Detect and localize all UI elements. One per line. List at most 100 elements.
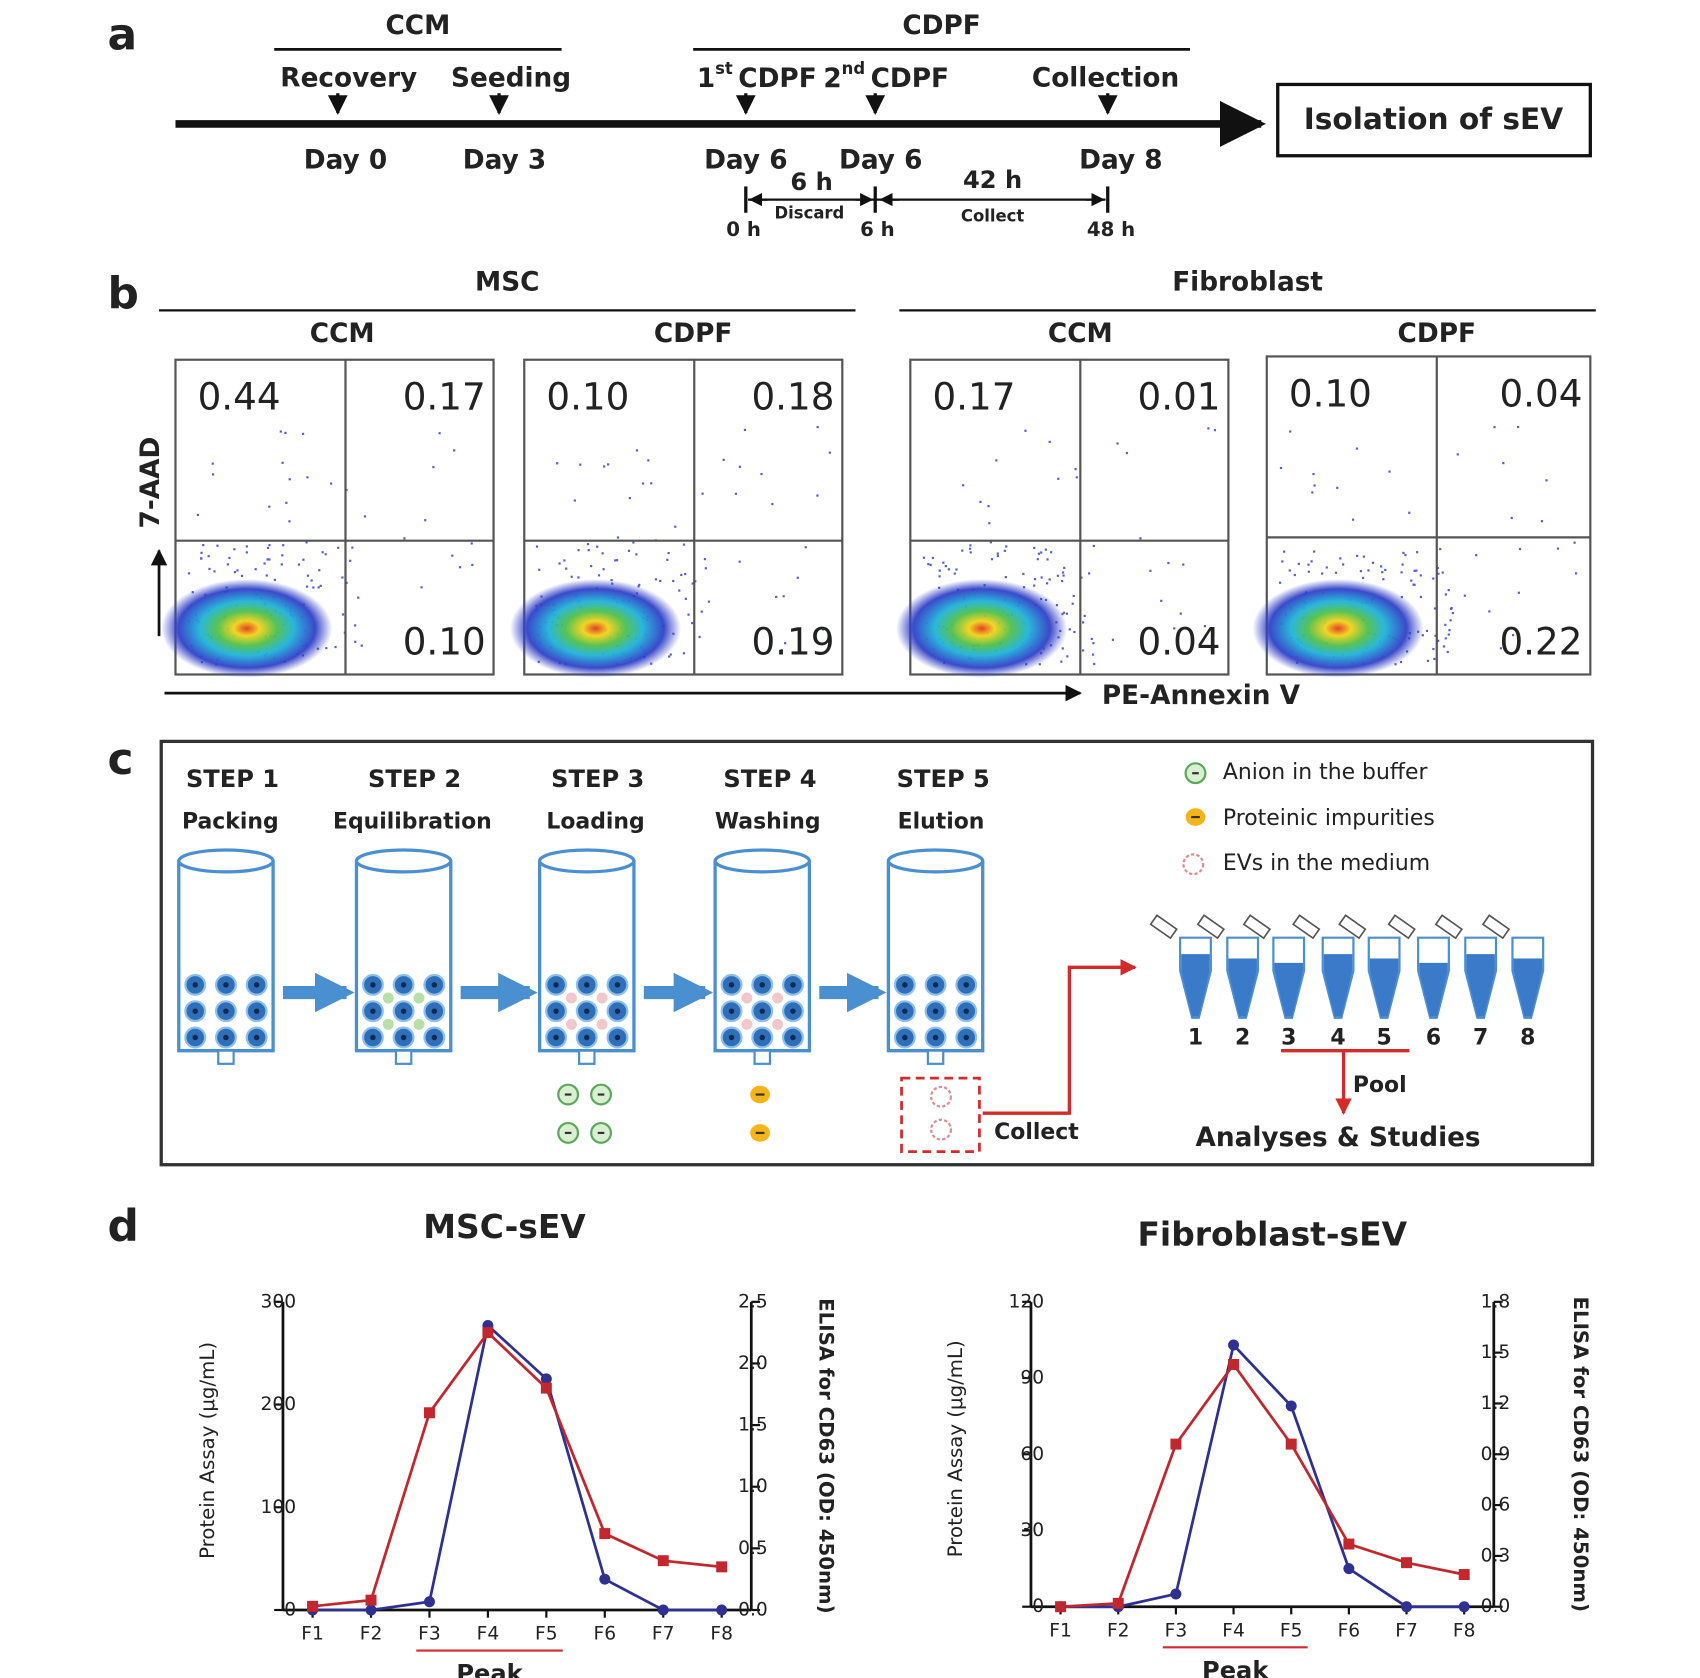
event-dot bbox=[1313, 550, 1316, 553]
bead-core bbox=[253, 1008, 260, 1014]
tube-lid bbox=[1481, 914, 1511, 940]
event-dot bbox=[312, 586, 315, 589]
bound-particle bbox=[565, 1018, 577, 1030]
tick-label: 1.5 bbox=[1481, 1342, 1511, 1363]
tube-lid bbox=[1338, 914, 1367, 940]
event-dot bbox=[1074, 467, 1077, 471]
event-dot bbox=[1382, 578, 1385, 581]
bead-core bbox=[553, 982, 559, 988]
data-point bbox=[1228, 1359, 1240, 1370]
event-dot bbox=[233, 571, 237, 574]
bead-core bbox=[932, 1008, 939, 1014]
event-dot bbox=[1310, 560, 1313, 563]
event-dot bbox=[586, 543, 590, 546]
quadrant-value: 0.01 bbox=[1138, 375, 1221, 419]
annotation: Peak bbox=[456, 1660, 523, 1678]
bead-core bbox=[192, 1034, 198, 1041]
tick-label: 1.8 bbox=[1481, 1291, 1511, 1312]
event-day: Day 6 bbox=[839, 146, 922, 176]
event-dot bbox=[1499, 647, 1502, 650]
density bbox=[510, 579, 682, 678]
event-dot bbox=[691, 582, 694, 585]
quadrant-value: 0.22 bbox=[1499, 619, 1582, 663]
bead-core bbox=[192, 982, 198, 988]
event-dot bbox=[1005, 545, 1008, 548]
event-dot bbox=[616, 536, 620, 539]
data-point bbox=[540, 1382, 552, 1394]
interval-duration: 6 h bbox=[790, 168, 832, 196]
event-dot bbox=[1545, 479, 1548, 482]
event-dot bbox=[1066, 655, 1069, 658]
event-name: Collection bbox=[1032, 63, 1179, 93]
event-dot bbox=[1050, 551, 1053, 554]
panel-label: d bbox=[107, 1200, 138, 1251]
y-axis-label: Protein Assay (μg/mL) bbox=[196, 1342, 219, 1559]
tick-label: 0.0 bbox=[1481, 1596, 1511, 1617]
bead-core bbox=[253, 982, 260, 988]
quadrant-value: 0.18 bbox=[751, 375, 834, 419]
quadrant-value: 0.04 bbox=[1138, 619, 1221, 663]
x-tick-label: F4 bbox=[1222, 1620, 1245, 1641]
bead-core bbox=[614, 982, 621, 988]
event-dot bbox=[953, 572, 956, 575]
bead-core bbox=[584, 1034, 590, 1041]
event-dot bbox=[424, 519, 427, 522]
tick-label: 300 bbox=[261, 1291, 297, 1312]
event-dot bbox=[1419, 574, 1422, 577]
data-point bbox=[1055, 1601, 1067, 1613]
plot-title: CCM bbox=[310, 319, 375, 349]
panel-label: c bbox=[107, 734, 133, 785]
event-dot bbox=[1213, 429, 1217, 432]
event-dot bbox=[349, 559, 352, 562]
series-line bbox=[1060, 1342, 1465, 1609]
column-top bbox=[886, 848, 985, 874]
tick-label: 200 bbox=[261, 1394, 297, 1415]
event-dot bbox=[969, 551, 972, 554]
column-outlet bbox=[578, 1049, 596, 1065]
outcome: Analyses & Studies bbox=[1196, 1123, 1481, 1153]
data-point bbox=[1285, 1438, 1297, 1450]
event-dot bbox=[236, 569, 239, 572]
event-dot bbox=[1036, 558, 1039, 561]
vesicle bbox=[930, 1118, 952, 1141]
bead-core bbox=[584, 1008, 590, 1014]
event-dot bbox=[1442, 645, 1446, 648]
event-dot bbox=[938, 569, 941, 572]
column-outlet bbox=[217, 1049, 235, 1065]
event-dot bbox=[226, 563, 229, 566]
bead-core bbox=[932, 1034, 939, 1041]
event-dot bbox=[684, 597, 687, 600]
event-dot bbox=[707, 600, 711, 603]
data-point bbox=[540, 1373, 552, 1385]
event-dot bbox=[627, 549, 631, 552]
event-dot bbox=[931, 556, 934, 560]
data-point bbox=[599, 1528, 611, 1540]
annotation: Peak bbox=[1202, 1656, 1269, 1678]
bead-core bbox=[400, 1034, 407, 1041]
event-dot bbox=[1281, 560, 1284, 563]
tick-label: 60 bbox=[1020, 1444, 1044, 1465]
event-dot bbox=[432, 466, 435, 469]
event-dot bbox=[987, 505, 990, 508]
event-dot bbox=[775, 595, 778, 599]
event-dot bbox=[208, 567, 211, 571]
event-dot bbox=[1463, 594, 1466, 597]
event-dot bbox=[458, 566, 462, 569]
event-dot bbox=[1288, 569, 1291, 572]
event-label: CDPF bbox=[738, 63, 816, 93]
column-top bbox=[537, 848, 636, 874]
bead-core bbox=[370, 1034, 376, 1041]
event-dot bbox=[1426, 659, 1430, 662]
bound-particle bbox=[596, 1018, 608, 1030]
event-dot bbox=[947, 568, 950, 571]
event-dot bbox=[345, 581, 348, 584]
event-dot bbox=[1149, 569, 1152, 572]
step-number: STEP 4 bbox=[723, 765, 816, 793]
step-name: Equilibration bbox=[333, 810, 492, 835]
event-dot bbox=[1371, 561, 1375, 564]
column bbox=[537, 860, 636, 1053]
tube-number: 6 bbox=[1426, 1026, 1441, 1051]
event-dot bbox=[641, 482, 645, 485]
event-dot bbox=[403, 537, 406, 540]
column-outlet bbox=[753, 1049, 772, 1065]
